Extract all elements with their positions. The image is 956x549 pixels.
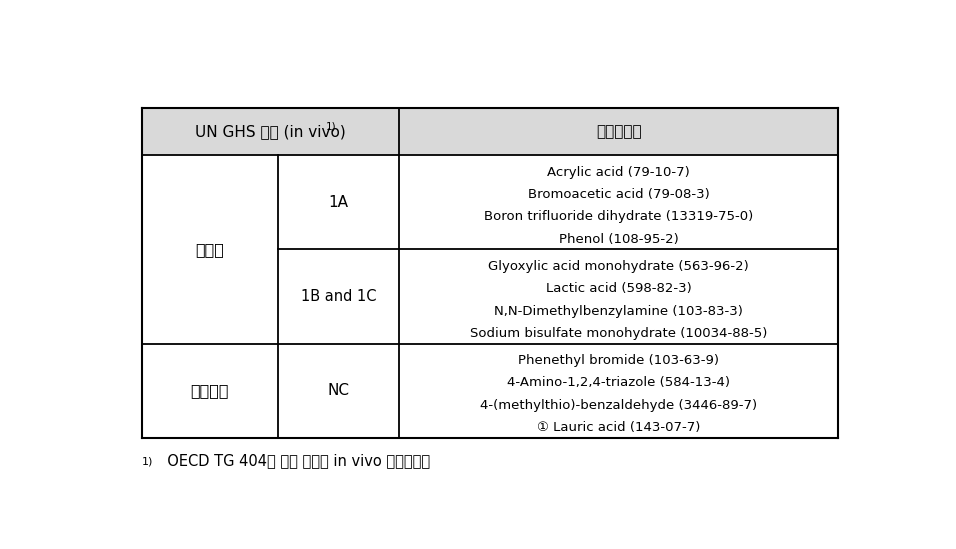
Bar bbox=[141, 155, 277, 344]
Text: N,N-Dimethylbenzylamine (103-83-3): N,N-Dimethylbenzylamine (103-83-3) bbox=[494, 305, 743, 318]
Bar bbox=[277, 249, 400, 344]
Text: 비부식성: 비부식성 bbox=[190, 383, 228, 398]
Text: Phenethyl bromide (103-63-9): Phenethyl bromide (103-63-9) bbox=[518, 354, 719, 367]
Bar bbox=[400, 108, 838, 155]
Text: Sodium bisulfate monohydrate (10034-88-5): Sodium bisulfate monohydrate (10034-88-5… bbox=[470, 327, 768, 340]
Text: Lactic acid (598-82-3): Lactic acid (598-82-3) bbox=[546, 282, 692, 295]
Text: Boron trifluoride dihydrate (13319-75-0): Boron trifluoride dihydrate (13319-75-0) bbox=[484, 210, 753, 223]
Text: 1): 1) bbox=[326, 121, 337, 131]
Bar bbox=[141, 344, 277, 438]
Text: UN GHS 분류 (in vivo): UN GHS 분류 (in vivo) bbox=[195, 124, 346, 139]
Text: 1B and 1C: 1B and 1C bbox=[301, 289, 377, 304]
Text: OECD TG 404에 따라 수행한 in vivo 시험결과임: OECD TG 404에 따라 수행한 in vivo 시험결과임 bbox=[158, 453, 430, 469]
Text: 1A: 1A bbox=[329, 195, 349, 210]
Text: Bromoacetic acid (79-08-3): Bromoacetic acid (79-08-3) bbox=[528, 188, 709, 201]
Bar bbox=[400, 155, 838, 249]
Text: 4-Amino-1,2,4-triazole (584-13-4): 4-Amino-1,2,4-triazole (584-13-4) bbox=[508, 377, 730, 389]
Text: 1): 1) bbox=[141, 456, 153, 466]
Text: 화학물질명: 화학물질명 bbox=[596, 124, 641, 139]
Text: ① Lauric acid (143-07-7): ① Lauric acid (143-07-7) bbox=[537, 421, 701, 434]
Bar bbox=[277, 344, 400, 438]
Text: 부식성: 부식성 bbox=[195, 242, 224, 257]
Bar bbox=[277, 155, 400, 249]
Text: Glyoxylic acid monohydrate (563-96-2): Glyoxylic acid monohydrate (563-96-2) bbox=[489, 260, 750, 273]
Bar bbox=[400, 344, 838, 438]
Bar bbox=[400, 249, 838, 344]
Text: 4-(methylthio)-benzaldehyde (3446-89-7): 4-(methylthio)-benzaldehyde (3446-89-7) bbox=[480, 399, 757, 412]
Text: Acrylic acid (79-10-7): Acrylic acid (79-10-7) bbox=[548, 166, 690, 178]
Text: NC: NC bbox=[328, 383, 350, 398]
Bar bbox=[141, 108, 400, 155]
Text: Phenol (108-95-2): Phenol (108-95-2) bbox=[559, 233, 679, 246]
